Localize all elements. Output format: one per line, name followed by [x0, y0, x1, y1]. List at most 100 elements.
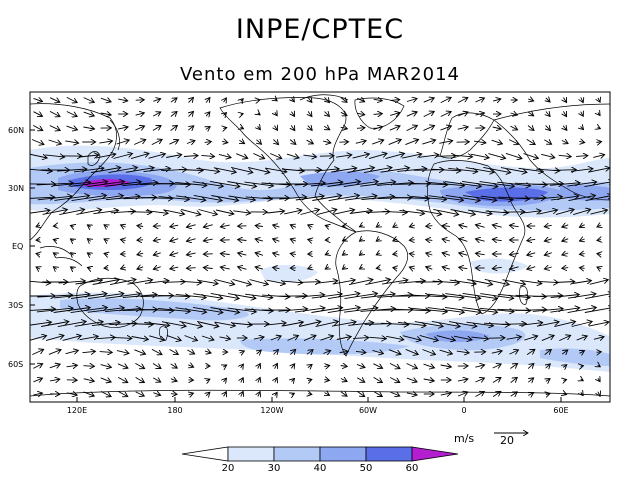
- wind-vector: [187, 350, 194, 354]
- wind-vector: [316, 209, 337, 216]
- wind-vector: [571, 322, 592, 327]
- wind-vector: [265, 323, 286, 325]
- wind-vector: [292, 393, 295, 394]
- wind-vector: [509, 225, 519, 226]
- wind-vector: [257, 140, 262, 145]
- wind-vector: [96, 154, 116, 159]
- wind-vector: [361, 197, 394, 200]
- wind-vector: [551, 196, 579, 201]
- wind-vector: [203, 239, 213, 241]
- map-frame: [29, 91, 611, 403]
- wind-vector: [380, 168, 410, 173]
- wind-vector: [279, 197, 306, 199]
- wind-vector: [426, 240, 433, 241]
- wind-vector: [30, 309, 55, 311]
- wind-vector: [273, 225, 280, 227]
- wind-vector: [303, 335, 316, 342]
- wind-vector: [567, 182, 596, 187]
- wind-vector: [258, 113, 260, 115]
- wind-vector: [406, 99, 417, 102]
- wind-vector: [445, 194, 480, 200]
- wind-vector: [216, 209, 234, 214]
- wind-vector: [87, 225, 90, 227]
- wind-vector: [520, 280, 542, 283]
- wind-vector: [170, 379, 177, 382]
- wind-vector: [100, 98, 111, 102]
- wind-vector: [349, 211, 372, 214]
- wind-vector: [204, 142, 212, 143]
- wind-vector: [579, 268, 584, 269]
- wind-vector: [75, 280, 103, 285]
- wind-vector: [475, 113, 485, 115]
- wind-vector: [376, 253, 380, 255]
- wind-vector: [324, 365, 329, 366]
- wind-vector: [336, 337, 351, 340]
- wind-vector: [134, 140, 146, 145]
- wind-vector: [281, 169, 304, 171]
- wind-vector: [492, 267, 502, 268]
- wind-vector: [87, 253, 90, 255]
- wind-vector: [342, 253, 345, 255]
- wind-vector: [267, 211, 284, 213]
- lat-label-60s: 60S: [8, 360, 24, 369]
- wind-vector: [104, 225, 108, 228]
- wind-vector: [238, 240, 247, 241]
- wind-vector: [409, 240, 415, 241]
- wind-vector: [457, 98, 468, 103]
- wind-vector: [339, 352, 349, 353]
- wind-vector: [449, 279, 476, 284]
- wind-vector: [220, 225, 230, 227]
- wind-vector: [163, 209, 184, 214]
- wind-vector: [519, 323, 542, 326]
- wind-vector: [406, 393, 417, 395]
- wind-vector: [325, 225, 329, 226]
- colorbar-swatch-3: [319, 446, 367, 462]
- wind-vector: [121, 239, 126, 240]
- wind-vector: [137, 267, 144, 269]
- colorbar-right-triangle: [411, 446, 459, 462]
- wind-vector: [536, 322, 559, 327]
- wind-vector: [30, 336, 46, 341]
- wind-vector: [588, 168, 610, 173]
- wind-vector: [381, 280, 408, 285]
- wind-vector: [390, 392, 400, 396]
- colorbar-left-triangle: [181, 446, 229, 462]
- wind-vector: [422, 140, 435, 145]
- wind-vector: [289, 140, 296, 145]
- wind-vector: [581, 392, 583, 395]
- wind-vector: [589, 280, 609, 285]
- wind-vector: [151, 349, 162, 354]
- wind-vector: [492, 378, 501, 383]
- wind-vector: [436, 335, 456, 341]
- wind-vector: [479, 181, 515, 187]
- wind-vector: [399, 209, 424, 213]
- wind-vector: [568, 195, 596, 202]
- wind-vector: [549, 183, 580, 186]
- wind-vector: [131, 337, 149, 340]
- wind-vector: [397, 321, 426, 325]
- wind-vector: [562, 253, 569, 255]
- wind-vector: [50, 379, 60, 381]
- wind-vector: [192, 181, 224, 187]
- wind-vector: [113, 154, 133, 159]
- wind-vector: [33, 364, 42, 369]
- wind-vector: [153, 99, 160, 102]
- lon-label-60e: 60E: [553, 406, 569, 415]
- wind-vector: [581, 112, 584, 117]
- wind-vector: [423, 379, 435, 381]
- wind-vector: [442, 226, 450, 227]
- wind-vector: [37, 295, 72, 297]
- wind-vector: [442, 253, 451, 256]
- wind-vector: [189, 393, 194, 395]
- wind-vector: [158, 295, 190, 296]
- wind-vector: [273, 267, 280, 268]
- wind-vector: [206, 112, 210, 116]
- wind-vector: [30, 210, 50, 213]
- wind-vector: [196, 168, 219, 171]
- wind-vector: [306, 140, 314, 144]
- wind-vector: [449, 321, 477, 327]
- wind-vector: [32, 125, 43, 130]
- wind-vector: [83, 112, 95, 116]
- wind-vector: [105, 294, 140, 299]
- wind-vector: [241, 391, 243, 396]
